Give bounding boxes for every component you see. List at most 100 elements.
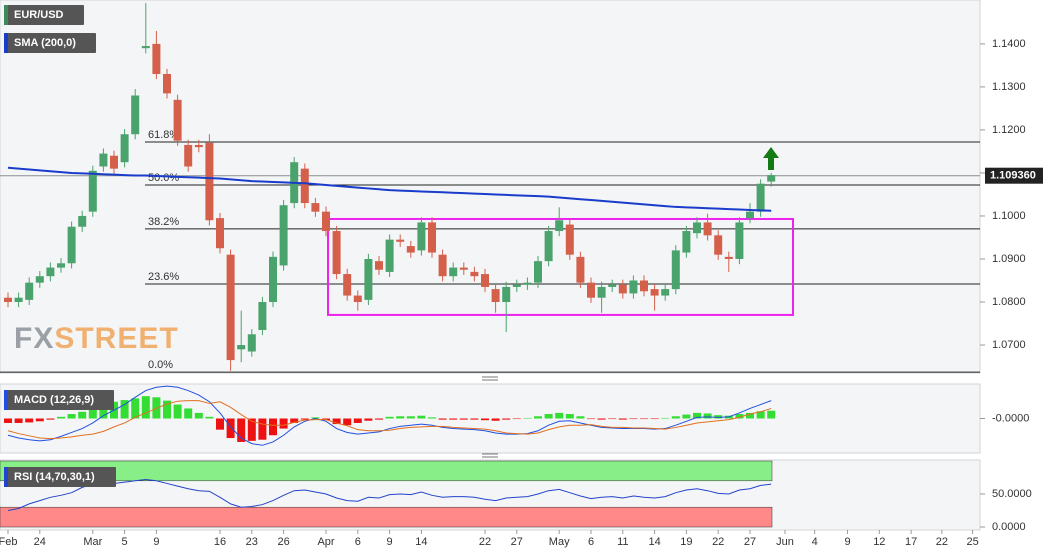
candle-body <box>269 256 277 303</box>
x-tick-label: 9 <box>387 536 393 548</box>
y-tick-label: 1.0900 <box>992 253 1026 265</box>
legend-box <box>4 5 84 25</box>
x-tick-label: 22 <box>936 536 948 548</box>
macd-bar <box>184 408 193 419</box>
candle-body <box>57 263 65 268</box>
y-tick-label: -0.0000 <box>992 412 1029 424</box>
macd-bar <box>311 417 320 419</box>
x-tick-label: 25 <box>966 536 978 548</box>
candle-body <box>322 211 330 232</box>
macd-bar <box>682 414 691 419</box>
watermark-part: STREET <box>54 322 178 355</box>
x-tick-label: 6 <box>355 536 361 548</box>
macd-bar <box>375 418 383 420</box>
legend-stripe <box>4 467 8 487</box>
macd-bar <box>343 418 352 426</box>
x-tick-label: 14 <box>415 536 427 548</box>
candle-body <box>173 99 182 141</box>
x-tick-label: May <box>549 536 570 548</box>
candle-body <box>353 295 362 303</box>
macd-bar <box>88 407 97 419</box>
candle-body <box>311 203 320 212</box>
panel-handle[interactable] <box>482 376 498 381</box>
macd-bar <box>385 416 394 419</box>
x-tick-label: 27 <box>511 536 523 548</box>
macd-bar <box>396 416 405 419</box>
candle-body <box>375 261 383 270</box>
panel-handle[interactable] <box>482 453 498 458</box>
candle-body <box>735 222 744 259</box>
candle-body <box>120 134 129 163</box>
candle-body <box>184 144 193 167</box>
rsi-zone <box>0 506 773 528</box>
macd-bar <box>449 418 458 420</box>
last-price-box <box>985 167 1043 184</box>
candle-body <box>258 302 267 330</box>
macd-bar <box>470 418 479 420</box>
plot-layer: FXSTREET 61.8% 50.0% 38.2% 23.6% 0.0% 1.1400 1.… <box>0 3 1043 548</box>
y-tick-label: 1.1000 <box>992 210 1026 222</box>
macd-bar <box>279 418 288 429</box>
candle-body <box>629 280 638 294</box>
macd-bar <box>565 414 574 419</box>
candle-body <box>194 144 203 148</box>
macd-bar <box>247 418 256 441</box>
macd-bar <box>576 416 585 419</box>
candle-body <box>332 231 341 275</box>
candle-body <box>746 211 754 219</box>
candle-body <box>385 239 394 272</box>
macd-bar <box>205 416 214 419</box>
legend-stripe <box>4 33 8 53</box>
macd-bar <box>237 418 246 442</box>
candle-body <box>438 254 447 277</box>
macd-bar <box>99 402 108 419</box>
legend-label: SMA (200,0) <box>14 37 76 49</box>
macd-line <box>7 385 772 446</box>
watermark: FXSTREET <box>14 322 179 355</box>
candle-body <box>131 95 140 135</box>
y-tick-label: 50.0000 <box>992 488 1032 500</box>
macd-bar <box>714 415 723 419</box>
candle-body <box>396 239 405 242</box>
x-tick-label: 6 <box>588 536 594 548</box>
macd-bar <box>746 412 754 419</box>
x-tick-label: 9 <box>153 536 159 548</box>
macd-bar <box>57 416 65 419</box>
x-tick-label: 4 <box>812 536 818 548</box>
candle-body <box>576 256 585 283</box>
macd-bar <box>35 418 44 422</box>
candle-body <box>512 284 521 287</box>
candle-body <box>565 224 574 255</box>
legend-box <box>4 467 116 487</box>
sma-line <box>7 166 772 212</box>
x-tick-label: 26 <box>277 536 289 548</box>
candle-body <box>491 289 500 303</box>
macd-bar <box>46 418 55 420</box>
macd-bar <box>650 418 659 420</box>
x-tick-label: 22 <box>712 536 724 548</box>
rsi-zone <box>0 460 773 482</box>
candle-body <box>300 168 309 204</box>
macd-bar <box>534 416 542 419</box>
fib-label: 61.8% <box>148 129 179 141</box>
watermark-part: FX <box>14 322 54 355</box>
main-panel <box>0 0 981 374</box>
candle-body <box>459 267 468 270</box>
candle-body <box>544 231 553 262</box>
candle-body <box>46 267 55 277</box>
candle-body <box>247 334 256 352</box>
macd-bar <box>417 415 426 419</box>
macd-bar <box>163 400 171 419</box>
x-tick-label: 5 <box>122 536 128 548</box>
fib-label: 0.0% <box>148 359 173 371</box>
macd-bar <box>544 414 553 419</box>
candle-body <box>14 297 23 303</box>
x-tick-label: 16 <box>214 536 226 548</box>
x-tick-label: 27 <box>744 536 756 548</box>
candle-body <box>618 284 627 294</box>
candle-body <box>534 261 542 283</box>
candle-body <box>237 345 246 350</box>
macd-bar <box>78 411 87 419</box>
y-tick-label: 1.1300 <box>992 81 1026 93</box>
candle-body <box>417 222 426 251</box>
